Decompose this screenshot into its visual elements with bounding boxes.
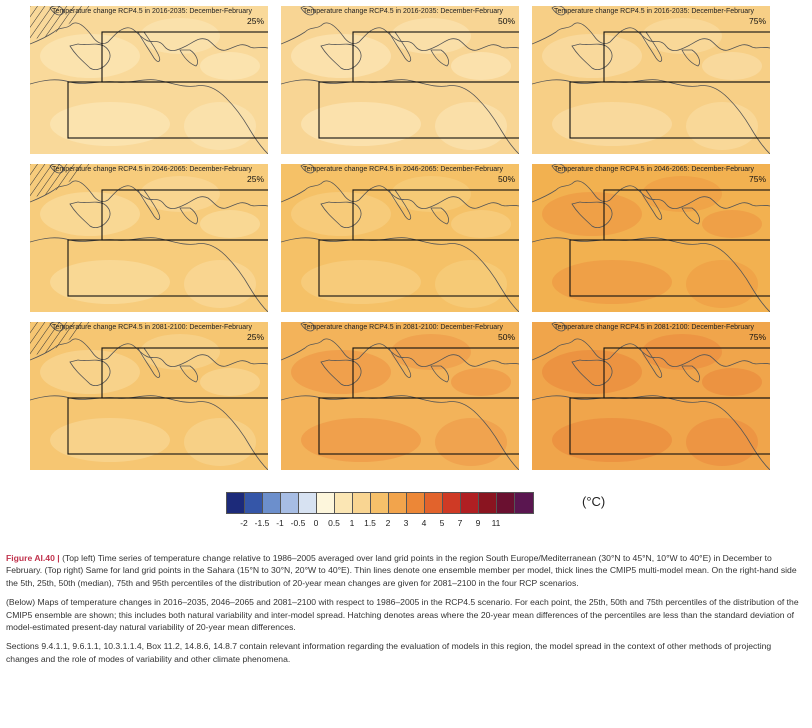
legend-swatch [335,493,353,513]
panel-title: Temperature change RCP4.5 in 2016-2035: … [554,8,754,15]
temperature-map [30,6,268,154]
figure-caption: Figure AI.40 | (Top left) Time series of… [6,552,802,672]
panel-title: Temperature change RCP4.5 in 2081-2100: … [554,324,754,331]
hatching [30,6,90,40]
legend-swatch [497,493,515,513]
panel-percentile: 75% [748,16,766,26]
legend-tick-label: 1 [349,518,355,528]
panel-title: Temperature change RCP4.5 in 2016-2035: … [52,8,252,15]
temperature-map [532,164,770,312]
legend-swatch [443,493,461,513]
map-panel: Temperature change RCP4.5 in 2046-2065: … [30,164,268,312]
region-box [569,81,770,139]
region-box [67,397,268,455]
caption-text-1: (Top left) Time series of temperature ch… [6,553,797,588]
legend-swatch [227,493,245,513]
legend-tick-label: -2 [240,518,248,528]
legend-swatch [353,493,371,513]
region-box [318,397,519,455]
map-panel: Temperature change RCP4.5 in 2046-2065: … [532,164,770,312]
map-panel: Temperature change RCP4.5 in 2016-2035: … [30,6,268,154]
legend-tick-label: 1.5 [364,518,376,528]
region-box [569,239,770,297]
legend-swatch [245,493,263,513]
legend-swatch [407,493,425,513]
panel-title: Temperature change RCP4.5 in 2046-2065: … [303,166,503,173]
temperature-map [281,322,519,470]
map-panel: Temperature change RCP4.5 in 2081-2100: … [281,322,519,470]
region-box [318,239,519,297]
hatching [30,164,90,198]
legend-unit: (°C) [582,494,606,509]
caption-paragraph-3: Sections 9.4.1.1, 9.6.1.1, 10.3.1.1.4, B… [6,641,772,664]
panel-title: Temperature change RCP4.5 in 2046-2065: … [554,166,754,173]
legend-tick-label: 9 [475,518,481,528]
map-panel: Temperature change RCP4.5 in 2046-2065: … [281,164,519,312]
panel-percentile: 25% [246,16,264,26]
legend-tick-label: 0 [313,518,319,528]
legend-tick-label: 7 [457,518,463,528]
legend-swatch [299,493,317,513]
legend-swatch [515,493,533,513]
temperature-map [532,322,770,470]
panel-percentile: 50% [497,16,515,26]
panel-title: Temperature change RCP4.5 in 2016-2035: … [303,8,503,15]
legend-tick-label: 11 [491,518,501,528]
map-panel: Temperature change RCP4.5 in 2081-2100: … [532,322,770,470]
legend-swatch [371,493,389,513]
legend-ticks: -2 -1.5 -1 -0.5 0 0.5 1 1.5 2 3 4 5 7 9 11 [226,518,534,532]
temperature-map [281,6,519,154]
legend-tick-label: -1 [276,518,284,528]
hatching [30,322,90,356]
legend-swatch [479,493,497,513]
legend-swatch [263,493,281,513]
legend-swatch [317,493,335,513]
legend-tick-label: 4 [421,518,427,528]
panel-percentile: 50% [497,174,515,184]
legend-tick-label: 0.5 [328,518,340,528]
region-box [318,81,519,139]
legend-tick-label: 5 [439,518,445,528]
legend-swatch [425,493,443,513]
region-box [569,397,770,455]
temperature-map [30,164,268,312]
map-panel: Temperature change RCP4.5 in 2016-2035: … [281,6,519,154]
legend-swatch [389,493,407,513]
legend-tick-label: 2 [385,518,391,528]
region-box [67,81,268,139]
region-box [67,239,268,297]
panel-percentile: 50% [497,332,515,342]
panel-percentile: 25% [246,174,264,184]
legend-tick-label: -1.5 [254,518,270,528]
map-panel: Temperature change RCP4.5 in 2016-2035: … [532,6,770,154]
temperature-map [30,322,268,470]
panel-percentile: 75% [748,332,766,342]
temperature-map [532,6,770,154]
map-panel: Temperature change RCP4.5 in 2081-2100: … [30,322,268,470]
legend-tick-label: -0.5 [290,518,306,528]
panel-title: Temperature change RCP4.5 in 2081-2100: … [303,324,503,331]
figure-label: Figure AI.40 | [6,553,60,563]
legend-tick-label: 3 [403,518,409,528]
panel-percentile: 25% [246,332,264,342]
panel-title: Temperature change RCP4.5 in 2081-2100: … [52,324,252,331]
legend-colorbar [226,492,534,514]
caption-paragraph-1: Figure AI.40 | (Top left) Time series of… [6,552,802,589]
temperature-map [281,164,519,312]
caption-paragraph-2: (Below) Maps of temperature changes in 2… [6,597,799,633]
color-legend: -2 -1.5 -1 -0.5 0 0.5 1 1.5 2 3 4 5 7 9 11 [226,492,534,532]
legend-swatch [461,493,479,513]
panel-percentile: 75% [748,174,766,184]
legend-swatch [281,493,299,513]
panel-title: Temperature change RCP4.5 in 2046-2065: … [52,166,252,173]
